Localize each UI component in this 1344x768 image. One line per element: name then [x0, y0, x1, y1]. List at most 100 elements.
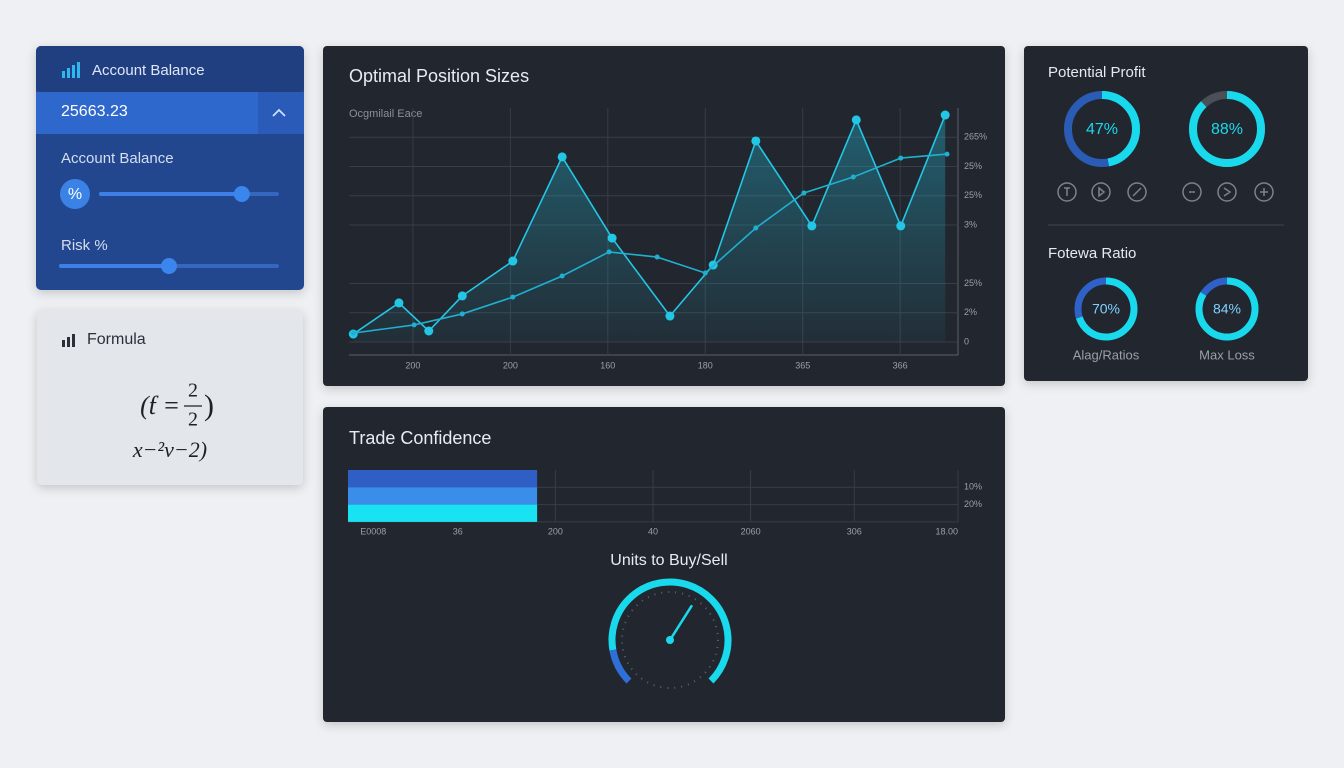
gauge-hub — [666, 636, 674, 644]
point — [424, 326, 434, 336]
x-tick-label: 365 — [795, 360, 810, 370]
donut-arc — [1074, 277, 1138, 341]
formula-line2: x−²v−2) — [132, 437, 207, 462]
y-tick-label: 265% — [964, 132, 987, 142]
point — [801, 190, 807, 196]
point — [457, 291, 467, 301]
account-header — [36, 46, 304, 92]
x-tick-label: 366 — [893, 360, 908, 370]
x-tick-label: 180 — [698, 360, 713, 370]
gauge-title: Units to Buy/Sell — [610, 552, 727, 569]
donut-arc — [1195, 277, 1259, 341]
bar — [348, 470, 538, 488]
x-tick-label: E0008 — [360, 526, 386, 536]
point — [896, 221, 906, 231]
formula-title: Formula — [87, 331, 146, 348]
point — [944, 151, 950, 157]
icon-button[interactable] — [1127, 182, 1147, 202]
point — [753, 225, 759, 231]
point — [654, 254, 660, 260]
formula-icon — [62, 334, 75, 347]
percent-badge-text: % — [68, 186, 82, 203]
point — [898, 155, 904, 161]
slider-knob[interactable] — [233, 186, 250, 202]
formula-open: (ƭ = — [140, 391, 180, 420]
point — [850, 174, 856, 180]
point — [807, 221, 817, 231]
ratios-panel — [1024, 46, 1308, 381]
y-tick-label: 10% — [964, 482, 982, 492]
risk-label: Risk % — [61, 237, 108, 254]
y-tick-label: 2% — [964, 307, 977, 317]
icon-row — [1057, 182, 1274, 202]
icon-button[interactable] — [1217, 182, 1237, 202]
formula-panel — [37, 310, 303, 485]
donut-arc — [1064, 91, 1140, 167]
formula-numerator: 2 — [188, 380, 198, 402]
point — [940, 110, 950, 120]
icon-button[interactable] — [1182, 182, 1202, 202]
point — [350, 330, 356, 336]
balance-label: Account Balance — [61, 150, 174, 167]
gauge-ticks — [621, 591, 719, 689]
chart-title: Trade Confidence — [349, 428, 491, 448]
donut-title: Potential Profit — [1048, 64, 1146, 81]
account-title: Account Balance — [92, 62, 205, 79]
gauge-accent — [609, 649, 632, 684]
point — [508, 256, 518, 266]
icon-button[interactable] — [1091, 182, 1111, 202]
chart-title: Optimal Position Sizes — [349, 66, 529, 86]
icon-button[interactable] — [1057, 182, 1077, 202]
x-tick-label: 306 — [847, 526, 862, 536]
point — [411, 322, 417, 328]
donut-label: 88% — [1211, 121, 1243, 138]
chevron — [272, 108, 286, 117]
donut-category: Alag/Ratios — [1073, 347, 1140, 362]
bar — [348, 504, 538, 522]
y-tick-label: 25% — [964, 278, 982, 288]
x-tick-label: 40 — [648, 526, 658, 536]
y-tick-label: 25% — [964, 161, 982, 171]
balance-value: 25663.23 — [61, 103, 128, 120]
percent-badge[interactable] — [60, 179, 90, 209]
point — [559, 273, 565, 279]
x-tick-label: 160 — [600, 360, 615, 370]
donut-category: Max Loss — [1199, 347, 1255, 362]
x-tick-label: 200 — [503, 360, 518, 370]
point — [510, 294, 516, 300]
point — [702, 270, 708, 276]
donut-title: Fotewa Ratio — [1048, 245, 1136, 262]
point — [751, 136, 761, 146]
donut-label: 70% — [1092, 301, 1120, 317]
x-tick-label: 200 — [405, 360, 420, 370]
x-tick-label: 2060 — [741, 526, 761, 536]
formula-denominator: 2 — [188, 409, 198, 431]
donut-arc — [1189, 91, 1265, 167]
bar — [348, 487, 538, 505]
y-tick-label: 20% — [964, 499, 982, 509]
point — [665, 311, 675, 321]
y-tick-label: 25% — [964, 190, 982, 200]
point — [459, 311, 465, 317]
donut-label: 47% — [1086, 121, 1118, 138]
area — [353, 115, 946, 343]
donut-label: 84% — [1213, 301, 1241, 317]
formula-close: ) — [204, 389, 214, 422]
slider-knob[interactable] — [161, 258, 177, 274]
line — [352, 114, 946, 335]
y-tick-label: 3% — [964, 219, 977, 229]
point — [606, 249, 612, 255]
point — [394, 298, 404, 308]
gauge-needle — [668, 604, 693, 642]
point — [851, 115, 861, 125]
chart-icon — [62, 62, 80, 78]
chart-subtitle: Ocgmilail Eace — [349, 108, 422, 120]
x-tick-label: 200 — [548, 526, 563, 536]
point — [607, 233, 617, 243]
icon-button[interactable] — [1254, 182, 1274, 202]
x-tick-label: 18.00 — [935, 526, 958, 536]
x-tick-label: 36 — [453, 526, 463, 536]
point — [557, 152, 567, 162]
y-tick-label: 0 — [964, 336, 969, 346]
